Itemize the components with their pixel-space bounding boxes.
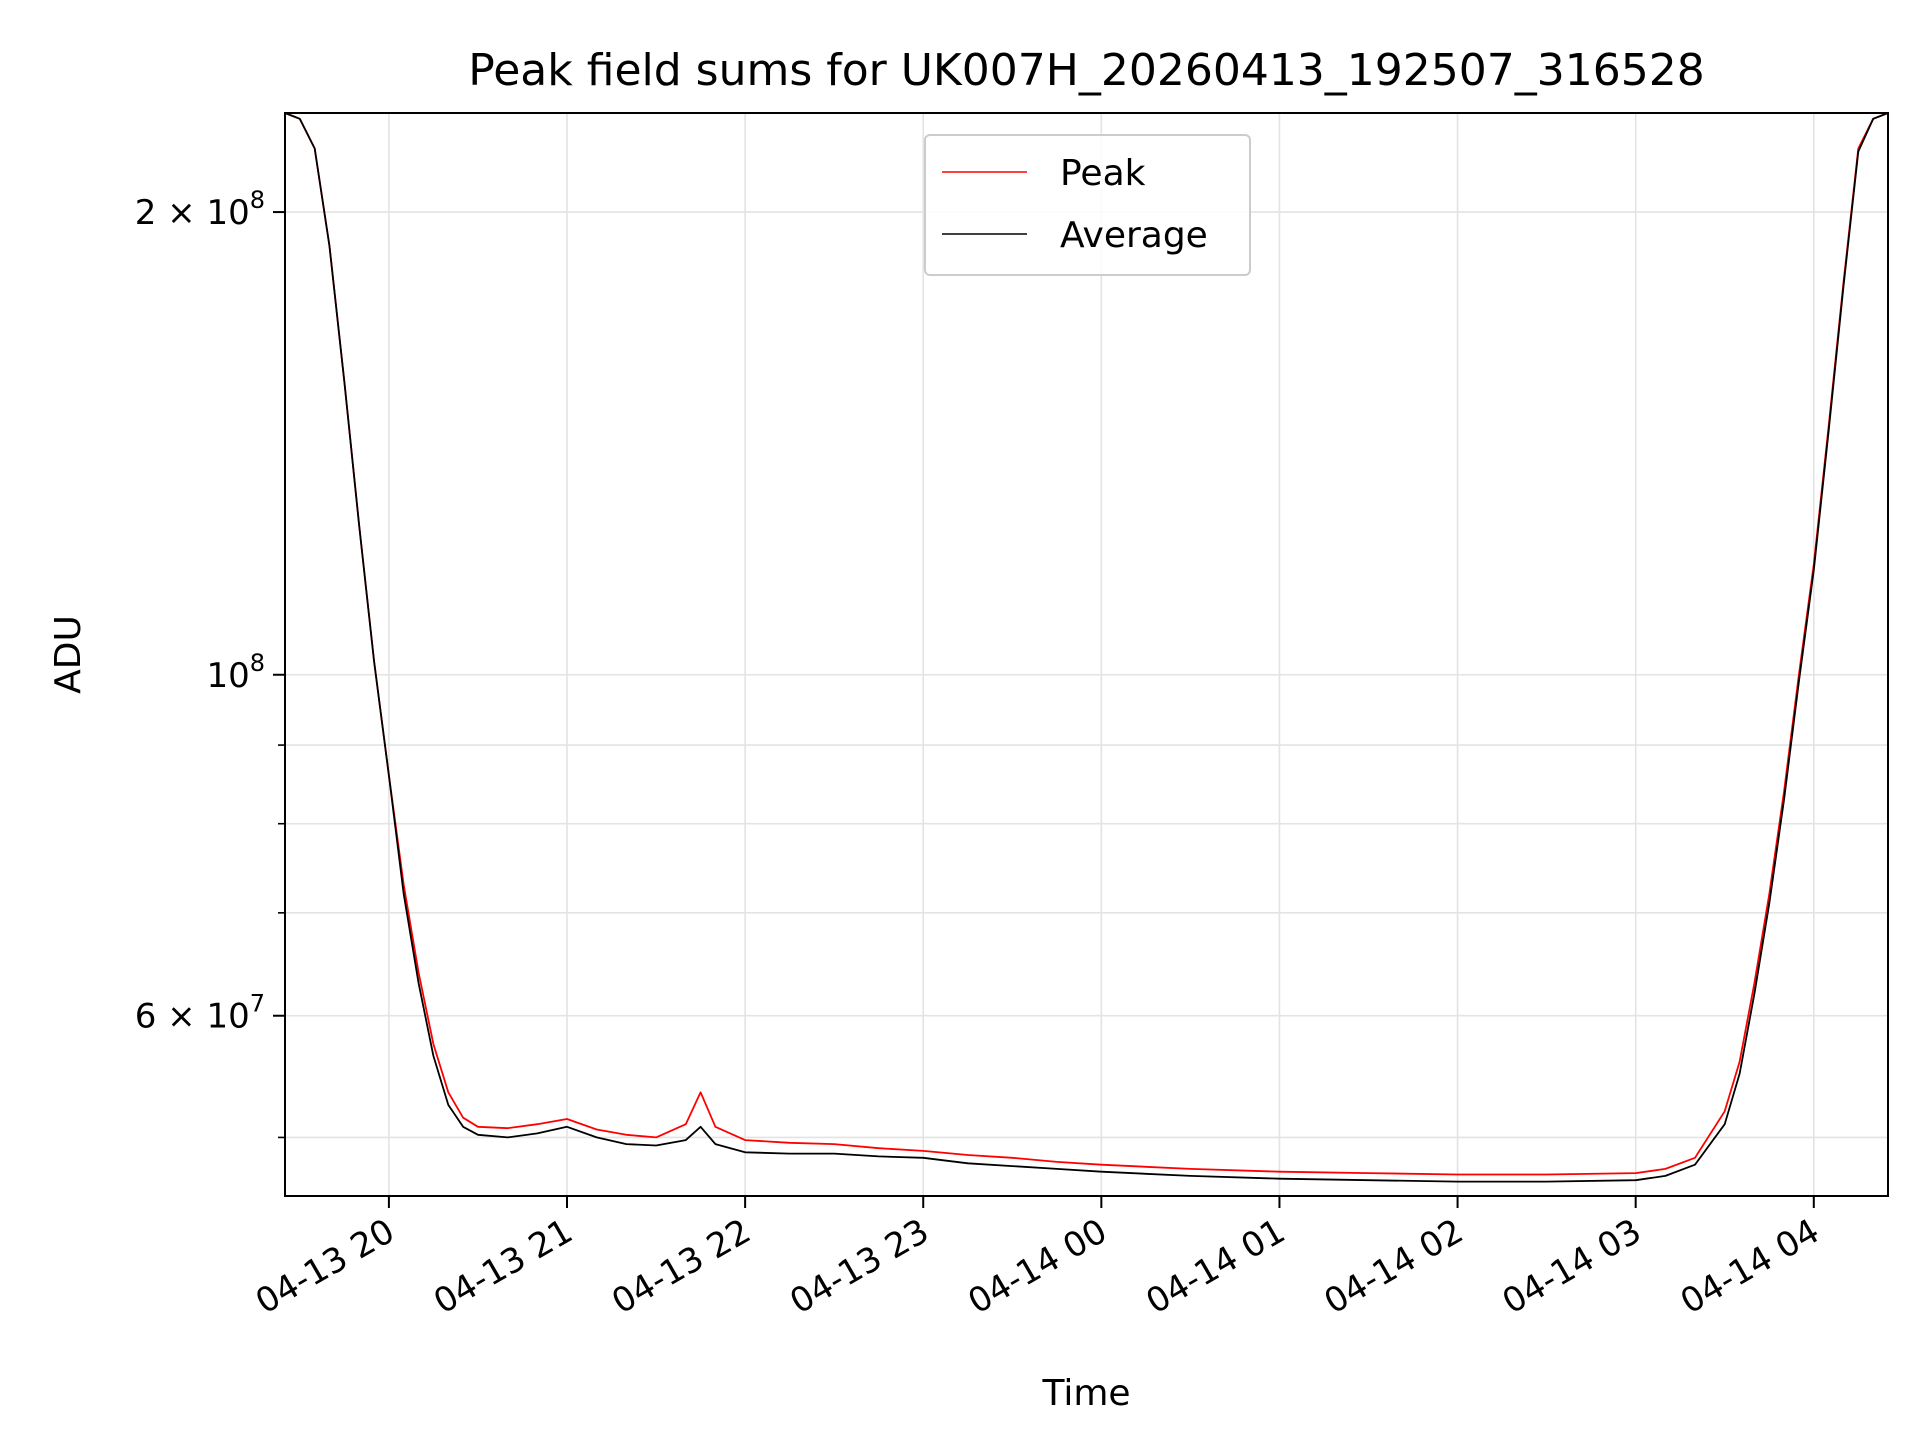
series-line-peak	[284, 112, 1889, 1176]
y-tick-label: 2 × 108	[135, 186, 265, 233]
y-tick-mantissa: 6	[135, 997, 157, 1037]
y-axis-label: ADU	[48, 615, 89, 694]
y-tick-label: 6 × 107	[135, 990, 265, 1037]
legend: Peak Average	[924, 134, 1251, 276]
y-tick-exponent: 8	[250, 186, 265, 214]
y-tick-exponent: 8	[250, 649, 265, 677]
legend-label-average: Average	[1060, 215, 1208, 256]
y-tick-mantissa: 2	[135, 193, 157, 233]
y-tick-base: 10	[206, 656, 249, 696]
y-tick-exponent: 7	[250, 990, 265, 1018]
plot-frame	[284, 112, 1889, 1197]
legend-label-peak: Peak	[1060, 153, 1146, 194]
legend-box	[924, 134, 1251, 276]
chart-title: Peak field sums for UK007H_20260413_1925…	[468, 45, 1704, 96]
y-tick-times: × 10	[156, 997, 249, 1037]
series-line-average	[284, 112, 1889, 1183]
y-tick-times: × 10	[156, 193, 249, 233]
y-tick-label: 108	[206, 649, 265, 696]
x-axis-label: Time	[1041, 1373, 1130, 1414]
series-layer	[284, 112, 1889, 1183]
